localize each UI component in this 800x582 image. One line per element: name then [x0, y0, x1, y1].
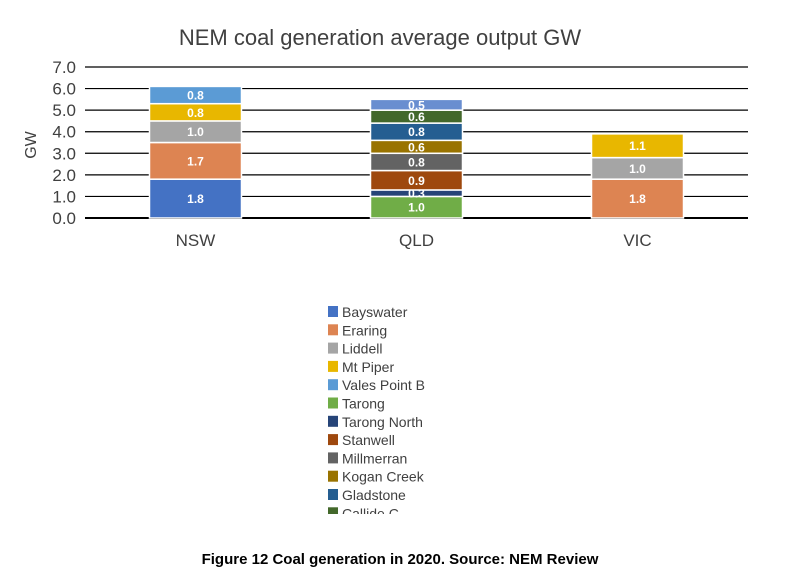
legend-label: Gladstone: [342, 487, 406, 503]
y-tick-label: 5.0: [52, 101, 76, 120]
data-label: 0.8: [187, 106, 204, 120]
legend-label: Liddell: [342, 341, 382, 357]
legend-swatch: [328, 470, 338, 482]
data-label: 1.8: [187, 192, 204, 206]
data-label: 1.0: [629, 162, 646, 176]
data-label: 0.8: [187, 89, 204, 103]
data-label: 0.5: [408, 98, 425, 112]
legend-swatch: [328, 489, 338, 500]
legend-swatch: [328, 434, 338, 446]
bar-segment: [148, 141, 243, 180]
legend-swatch: [328, 379, 338, 391]
data-label: 1.0: [408, 201, 425, 215]
y-tick-label: 0.0: [52, 209, 76, 228]
bar-segment: [148, 178, 243, 219]
data-label: 0.8: [408, 125, 425, 139]
legend-label: Bayswater: [342, 304, 408, 320]
legend-swatch: [328, 452, 338, 464]
y-tick-label: 6.0: [52, 80, 76, 99]
data-label: 1.0: [187, 125, 204, 139]
legend-label: Stanwell: [342, 432, 395, 448]
bar-segment: [590, 133, 685, 159]
data-label: 1.1: [629, 139, 646, 153]
data-label: 0.9: [408, 174, 425, 188]
data-label: 1.7: [187, 154, 204, 168]
legend: Bayswater Eraring Liddell Mt Piper Vales Poi…: [328, 304, 425, 521]
bar-segment: [590, 178, 685, 219]
y-tick-label: 2.0: [52, 166, 76, 185]
figure-caption: Figure 12 Coal generation in 2020. Sourc…: [201, 551, 599, 568]
x-tick-label: NSW: [176, 231, 216, 250]
bar-segment: [148, 85, 243, 105]
legend-swatch: [328, 507, 338, 514]
axes: 0.0 1.0 2.0 3.0 4.0 5.0 6.0 7.0 NSW QLD VIC: [52, 58, 651, 250]
y-axis-label: GW: [23, 130, 40, 158]
chart: NEM coal generation average output GW GW…: [23, 25, 748, 521]
legend-swatch: [328, 324, 338, 336]
legend-label: Mt Piper: [342, 359, 394, 375]
legend-label: Tarong North: [342, 414, 423, 430]
data-label: 0.6: [408, 140, 425, 154]
legend-label: Vales Point B: [342, 377, 425, 393]
legend-swatch: [328, 397, 338, 409]
x-tick-label: VIC: [623, 231, 651, 250]
y-tick-label: 7.0: [52, 58, 76, 77]
data-label: 0.8: [408, 155, 425, 169]
chart-title: NEM coal generation average output GW: [179, 25, 582, 50]
data-label: 0.6: [408, 110, 425, 124]
data-label: 1.8: [629, 192, 646, 206]
y-tick-label: 4.0: [52, 123, 76, 142]
legend-label: Millmerran: [342, 450, 407, 466]
bar-segment: [369, 98, 464, 111]
legend-swatch: [328, 360, 338, 372]
legend-swatch: [328, 415, 338, 427]
y-tick-label: 3.0: [52, 144, 76, 163]
legend-swatch: [328, 342, 338, 354]
bars: 1.81.71.00.80.81.00.30.90.80.60.80.60.51…: [148, 85, 685, 219]
legend-swatch: [328, 306, 338, 317]
legend-label: Eraring: [342, 322, 387, 338]
x-tick-label: QLD: [399, 231, 434, 250]
y-tick-label: 1.0: [52, 187, 76, 206]
legend-label: Kogan Creek: [342, 469, 425, 485]
legend-label: Tarong: [342, 396, 385, 412]
legend-label: Callide C: [342, 505, 399, 521]
